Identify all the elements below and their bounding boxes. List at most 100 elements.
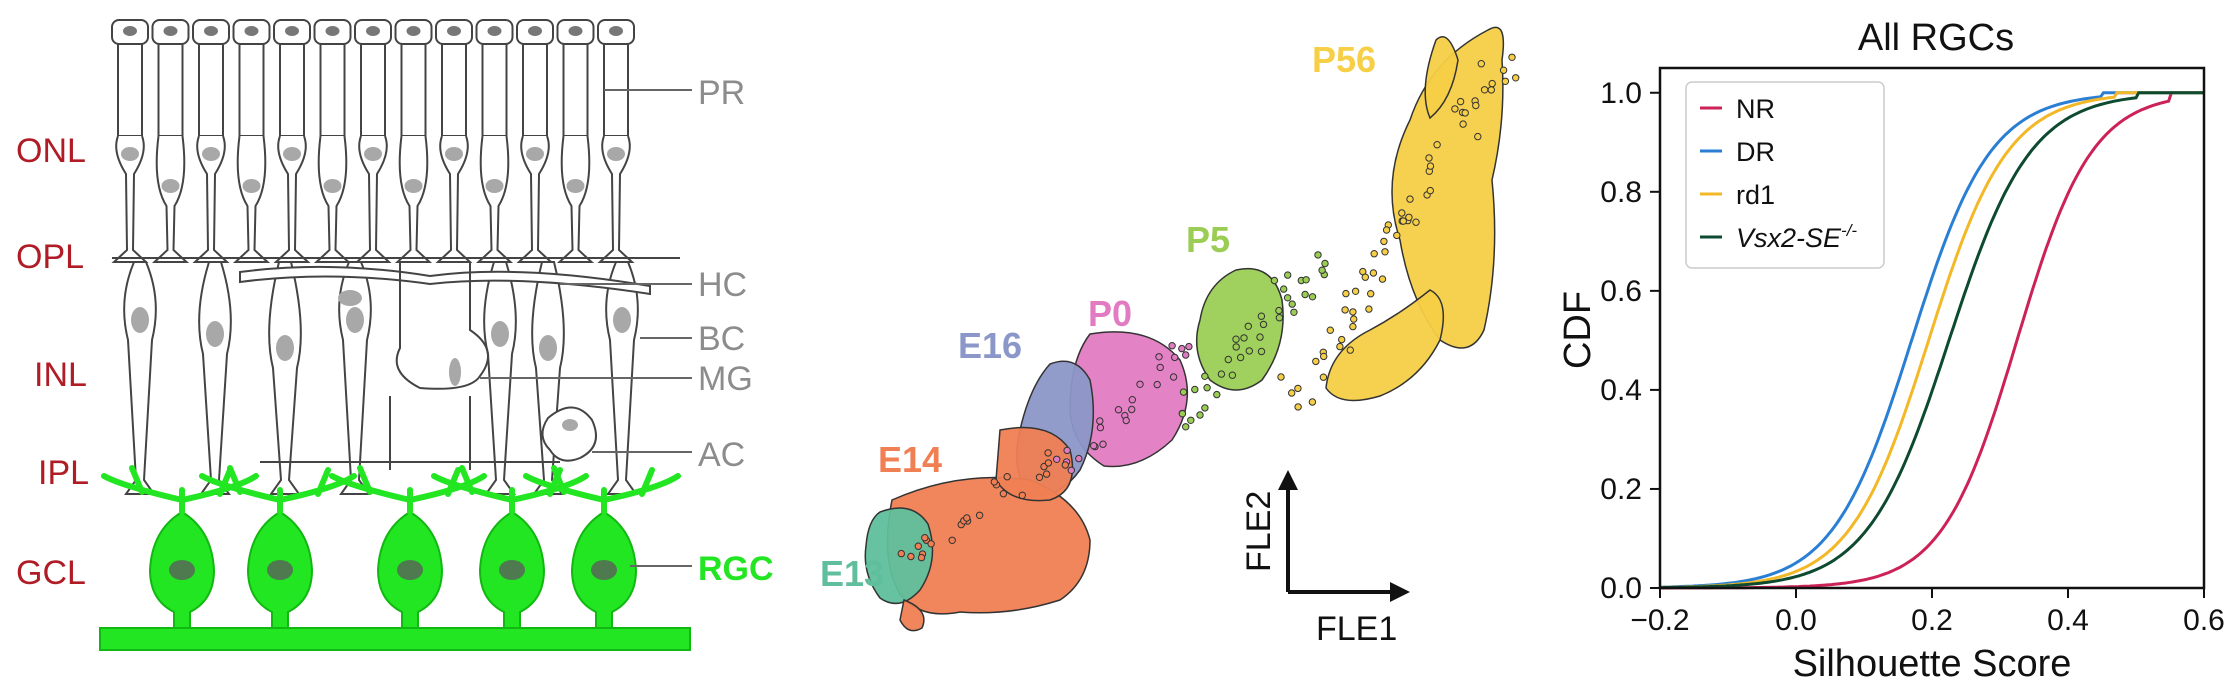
scatter-point xyxy=(1319,373,1328,381)
scatter-point xyxy=(1294,384,1302,393)
scatter-point xyxy=(1308,398,1317,406)
photoreceptor-disc xyxy=(163,26,178,36)
cdf-series-lines xyxy=(1659,91,2204,590)
legend-box xyxy=(1685,81,1885,269)
scatter-point xyxy=(1213,390,1221,399)
scatter-point xyxy=(1314,251,1322,259)
scatter-point xyxy=(1182,423,1190,431)
photoreceptor-nucleus xyxy=(323,179,342,193)
photoreceptor-nucleus xyxy=(283,147,301,161)
scatter-point xyxy=(1380,237,1388,246)
scatter-point xyxy=(1342,289,1350,298)
horizontal-cell xyxy=(239,265,651,296)
scatter-point xyxy=(1128,405,1136,414)
bipolar-nucleus xyxy=(131,307,149,333)
scatter-point xyxy=(1185,342,1193,351)
amacrine-cell xyxy=(541,406,597,462)
scatter-point xyxy=(1155,353,1163,361)
scatter-point xyxy=(1053,455,1061,463)
scatter-point xyxy=(1398,209,1406,217)
layer-label-inl: INL xyxy=(34,356,87,394)
legend: NR DR rd1 Vsx2-SE-/- xyxy=(1685,81,1885,269)
scatter-point xyxy=(1042,470,1051,478)
scatter-point xyxy=(1370,250,1378,258)
scatter-point xyxy=(1187,416,1195,424)
scatter-point xyxy=(907,552,915,561)
scatter-point xyxy=(1063,446,1071,455)
rgc-nucleus xyxy=(169,560,195,580)
scatter-point xyxy=(1259,320,1268,329)
x-axis-label: Silhouette Score xyxy=(1793,643,2072,685)
scatter-point xyxy=(1326,326,1335,334)
scatter-point xyxy=(1256,333,1264,341)
photoreceptor-soma xyxy=(394,135,433,263)
scatter-point xyxy=(1203,384,1211,392)
photoreceptor-inner-segment xyxy=(198,43,224,137)
scatter-point xyxy=(1217,370,1226,378)
photoreceptor-inner-segment xyxy=(360,43,386,137)
cdf-line-vsx2-se xyxy=(1660,91,2204,590)
scatter-point xyxy=(1405,213,1413,222)
scatter-point xyxy=(1369,269,1378,277)
scatter-point xyxy=(1349,322,1357,331)
photoreceptor-inner-segment xyxy=(522,43,548,137)
scatter-point xyxy=(1270,276,1279,285)
y-tick-label: 0.4 xyxy=(1600,374,1642,407)
cell-label-hc: HC xyxy=(698,266,747,304)
scatter-point xyxy=(1168,342,1176,350)
scatter-point xyxy=(1318,266,1326,274)
scatter-point xyxy=(990,478,998,486)
scatter-point xyxy=(917,553,926,562)
cdf-chart: All RGCs −0.2 0.0 0.2 0.4 0.6 0.00.20.40.60.… xyxy=(1557,17,2225,685)
photoreceptor-disc xyxy=(487,26,502,36)
cluster-cloud xyxy=(1325,289,1445,402)
scatter-point xyxy=(1099,440,1107,448)
scatter-point xyxy=(1228,371,1237,379)
scatter-point xyxy=(1288,300,1296,308)
scatter-point xyxy=(1378,275,1387,283)
scatter-point xyxy=(1336,342,1344,351)
scatter-point xyxy=(1277,373,1285,381)
rgc-dendrites xyxy=(523,465,681,515)
photoreceptor-nucleus xyxy=(161,179,180,193)
muller-nucleus xyxy=(449,358,461,386)
scatter-point xyxy=(1236,353,1245,362)
photoreceptor-disc xyxy=(285,26,299,36)
scatter-point xyxy=(1308,293,1317,301)
cluster-label-e14: E14 xyxy=(878,439,942,480)
legend-label-vsx2: Vsx2-SE-/- xyxy=(1736,221,1857,253)
cluster-label-p5: P5 xyxy=(1186,219,1230,260)
legend-label-vsx2-sup: -/- xyxy=(1841,221,1857,240)
scatter-point xyxy=(1232,335,1240,343)
photoreceptor-soma xyxy=(354,135,392,263)
fle2-axis-label: FLE2 xyxy=(1240,491,1278,572)
scatter-point xyxy=(1044,459,1053,467)
scatter-point xyxy=(921,534,929,542)
legend-label-rd1: rd1 xyxy=(1736,180,1775,210)
legend-label-vsx2-name: Vsx2-SE xyxy=(1736,223,1842,253)
scatter-point xyxy=(1488,79,1496,88)
scatter-point xyxy=(1361,273,1370,281)
scatter-point xyxy=(1477,60,1486,68)
cluster-cloud xyxy=(1195,267,1284,391)
rgc-dendrites xyxy=(199,465,357,515)
photoreceptor-nucleus xyxy=(485,179,504,193)
scatter-point xyxy=(1474,132,1482,141)
cluster-cloud xyxy=(1424,36,1459,120)
scatter-point xyxy=(1257,347,1266,356)
photoreceptor-soma xyxy=(475,135,514,263)
photoreceptor-soma xyxy=(151,135,190,263)
scatter-point xyxy=(1178,344,1186,353)
scatter-point xyxy=(1487,86,1496,94)
cell-label-rgc: RGC xyxy=(698,550,774,588)
scatter-point xyxy=(914,542,922,550)
scatter-point xyxy=(1044,449,1052,457)
scatter-point xyxy=(1399,217,1408,225)
cluster-label-e13: E13 xyxy=(820,553,884,594)
scatter-point xyxy=(1349,308,1357,316)
photoreceptor-nucleus xyxy=(404,179,423,193)
y-ticks: 0.0 0.2 0.4 0.6 0.8 1.0 xyxy=(1600,77,1660,605)
photoreceptor-soma xyxy=(556,135,595,263)
cell-label-pr: PR xyxy=(698,74,745,112)
scatter-point xyxy=(1257,312,1266,320)
